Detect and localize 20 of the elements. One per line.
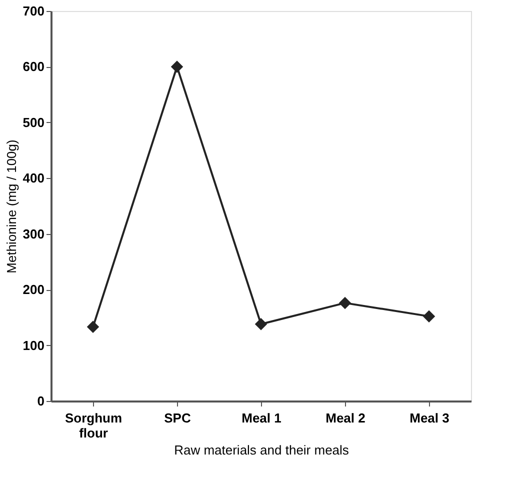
y-tick-label: 200: [22, 282, 44, 298]
x-tick-label: Meal 2: [326, 410, 366, 426]
point: [86, 320, 100, 334]
y-tick-label: 700: [22, 4, 44, 18]
y-tick-label: 0: [37, 394, 44, 408]
x-tick-label: Sorghum flour: [64, 410, 122, 440]
x-tick-label: Meal 1: [242, 410, 282, 426]
x-tick-label: SPC: [164, 410, 192, 426]
x-axis-title: Raw materials and their meals: [174, 442, 350, 458]
point: [170, 60, 184, 73]
y-tick-label: 400: [22, 170, 44, 186]
y-tick-label: 300: [22, 226, 44, 242]
y-tick-label: 500: [22, 114, 44, 130]
point: [338, 296, 352, 310]
y-tick-label: 600: [22, 59, 44, 74]
x-tick-label: Meal 3: [410, 410, 450, 426]
point: [254, 318, 268, 330]
y-tick-label: 100: [22, 338, 44, 353]
point: [422, 310, 436, 322]
y-axis-title: Methionine (mg / 100g): [4, 140, 19, 274]
